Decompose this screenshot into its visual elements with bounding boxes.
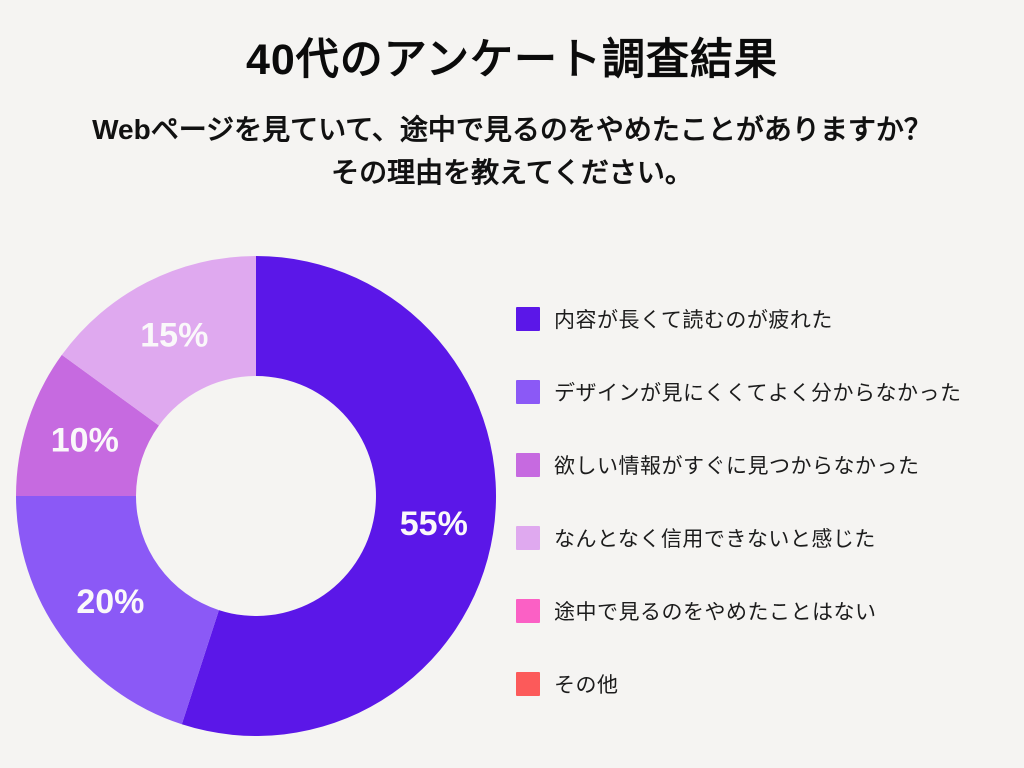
subtitle-line-1: Webページを見ていて、途中で見るのをやめたことがありますか？ <box>92 113 932 145</box>
donut-slice-2 <box>16 496 219 725</box>
legend-item-6: その他 <box>516 647 961 720</box>
legend-swatch-icon <box>516 671 540 696</box>
legend-swatch-icon <box>516 452 540 477</box>
legend-item-4: なんとなく信用できないと感じた <box>516 501 961 574</box>
legend-label: なんとなく信用できないと感じた <box>554 527 876 551</box>
legend-label: その他 <box>554 673 619 697</box>
page-subtitle: Webページを見ていて、途中で見るのをやめたことがありますか？ その理由を教えて… <box>0 108 1024 195</box>
slice-label-4: 15% <box>140 317 208 355</box>
legend-item-1: 内容が長くて読むのが疲れた <box>516 282 961 355</box>
slice-label-1: 55% <box>400 505 468 543</box>
legend-swatch-icon <box>516 306 540 331</box>
legend-item-3: 欲しい情報がすぐに見つからなかった <box>516 428 961 501</box>
donut-slice-4 <box>61 256 257 426</box>
legend-item-2: デザインが見にくくてよく分からなかった <box>516 355 961 428</box>
legend-label: 途中で見るのをやめたことはない <box>554 600 877 624</box>
legend-label: デザインが見にくくてよく分からなかった <box>554 381 962 405</box>
legend-swatch-icon <box>516 379 540 404</box>
slice-label-3: 10% <box>51 421 119 459</box>
donut-chart: 55% 20% 10% 15% <box>16 256 497 736</box>
legend-swatch-icon <box>516 525 540 550</box>
legend-swatch-icon <box>516 598 540 623</box>
donut-slice-3 <box>16 354 159 496</box>
chart-legend: 内容が長くて読むのが疲れたデザインが見にくくてよく分からなかった 欲しい情報がすぐ… <box>516 282 961 720</box>
header: 40代のアンケート調査結果 Webページを見ていて、途中で見るのをやめたことがあ… <box>0 0 1024 195</box>
legend-label: 内容が長くて読むのが疲れた <box>554 308 833 332</box>
legend-item-5: 途中で見るのをやめたことはない <box>516 574 961 647</box>
legend-label: 欲しい情報がすぐに見つからなかった <box>554 454 920 478</box>
subtitle-line-2: その理由を教えてください。 <box>331 157 693 189</box>
page-title: 40代のアンケート調査結果 <box>245 36 779 84</box>
donut-slice-1 <box>181 256 497 736</box>
chart-area: 55% 20% 10% 15% 内容が長くて読むのが疲れたデザインが見にくくてよく分か… <box>0 230 1024 768</box>
donut-chart-container: 55% 20% 10% 15% <box>6 246 506 746</box>
slice-label-2: 20% <box>76 583 144 621</box>
